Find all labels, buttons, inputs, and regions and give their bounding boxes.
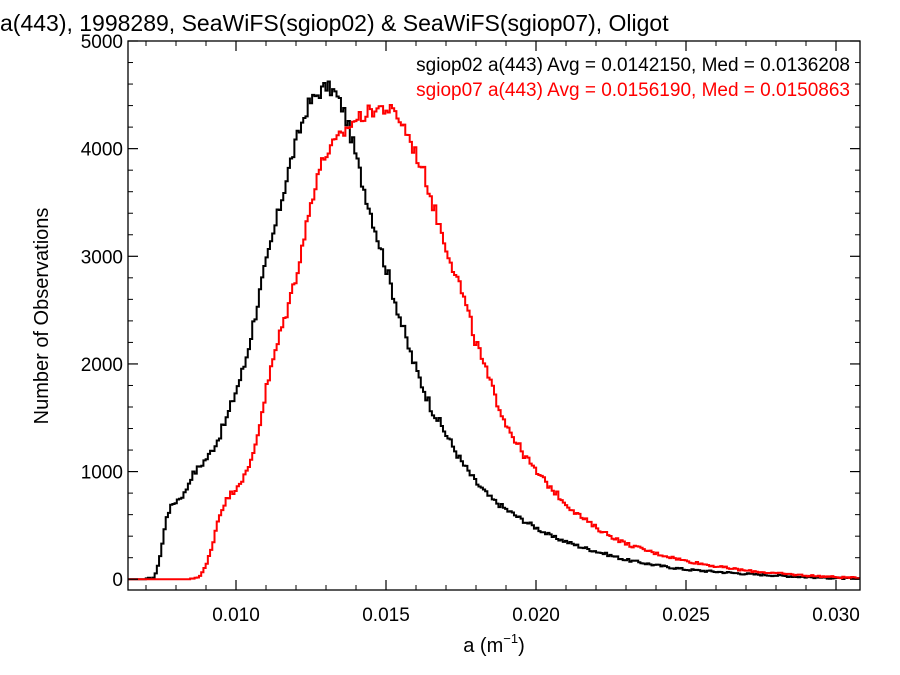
x-axis: 0.010 0.015 0.020 0.025 0.030: [145, 41, 860, 626]
x-tick-label: 0.020: [512, 605, 560, 626]
x-axis-title-main: a (m: [463, 635, 503, 657]
series-layer: [128, 80, 860, 581]
y-tick-label: 3000: [81, 247, 123, 268]
x-axis-title-superscript: −1: [503, 631, 518, 646]
plot-frame: [127, 40, 861, 591]
series-sgiop07: [128, 103, 860, 581]
x-axis-title: a (m−1): [463, 631, 525, 657]
legend-entry-sgiop07: sgiop07 a(443) Avg = 0.0156190, Med = 0.…: [416, 80, 850, 101]
x-tick-label: 0.030: [812, 605, 860, 626]
y-tick-label: 0: [112, 570, 123, 591]
chart-title: a(443), 1998289, SeaWiFS(sgiop02) & SeaW…: [0, 10, 669, 36]
x-tick-label: 0.015: [362, 605, 410, 626]
y-axis-title: Number of Observations: [31, 208, 53, 425]
x-tick-label: 0.025: [662, 605, 710, 626]
x-tick-label: 0.010: [212, 605, 260, 626]
y-tick-label: 5000: [81, 32, 123, 53]
legend-entry-sgiop02: sgiop02 a(443) Avg = 0.0142150, Med = 0.…: [416, 55, 850, 76]
y-tick-label: 2000: [81, 355, 123, 376]
y-tick-label: 1000: [81, 463, 123, 484]
y-axis: 0 1000 2000 3000 4000 5000: [81, 32, 860, 591]
legend: sgiop02 a(443) Avg = 0.0142150, Med = 0.…: [416, 55, 850, 101]
y-tick-label: 4000: [81, 140, 123, 161]
series-sgiop02: [128, 80, 860, 581]
x-axis-title-close: ): [518, 635, 525, 657]
